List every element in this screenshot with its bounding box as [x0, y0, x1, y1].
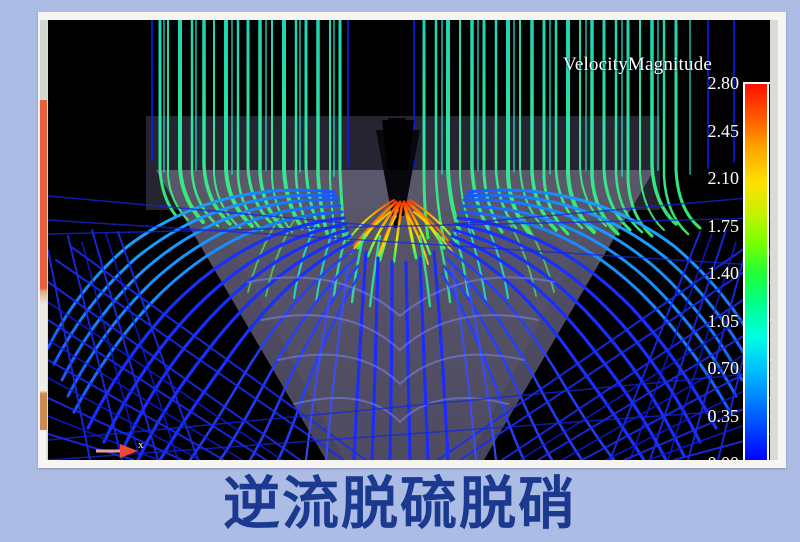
streamlines-top-inlet [151, 20, 735, 242]
figure-caption: 逆流脱硫脱硝 [223, 471, 577, 537]
colorbar-tick-4: 1.40 [707, 263, 740, 283]
colorbar-tick-0: 2.80 [707, 73, 740, 93]
axis-x-label: x [138, 439, 144, 451]
colorbar: VelocityMagnitude 2.74 0.00 2.802.452.10… [563, 54, 770, 460]
streamlines-background [48, 195, 770, 460]
streamlines-funnel-core [247, 250, 555, 460]
left-chrome-strip-top [40, 20, 47, 100]
colorbar-gradient [743, 82, 769, 460]
streamline-canvas [48, 20, 770, 460]
axis-orientation-widget: x [94, 438, 146, 460]
colorbar-tickmark-max [767, 82, 770, 84]
left-scrollbar-strip[interactable] [40, 100, 47, 430]
colorbar-title: VelocityMagnitude [563, 54, 713, 75]
colorbar-tick-labels: 2.80 2.45 2.10 1.75 1.40 1.05 0.70 0.35 0.00 [631, 73, 740, 460]
colorbar-tick-3: 1.75 [707, 216, 740, 236]
colorbar-tick-2: 2.10 [707, 168, 740, 188]
colorbar-tick-7: 0.35 [707, 406, 740, 426]
colorbar-tick-5: 1.05 [707, 311, 740, 331]
colorbar-tick-6: 0.70 [707, 358, 740, 378]
colorbar-tick-8: 0.00 [639, 454, 740, 460]
cfd-viewport[interactable]: x VelocityMagnitude 2.74 0.00 2.802.452.… [48, 20, 770, 460]
colorbar-tick-1: 2.45 [707, 121, 740, 141]
